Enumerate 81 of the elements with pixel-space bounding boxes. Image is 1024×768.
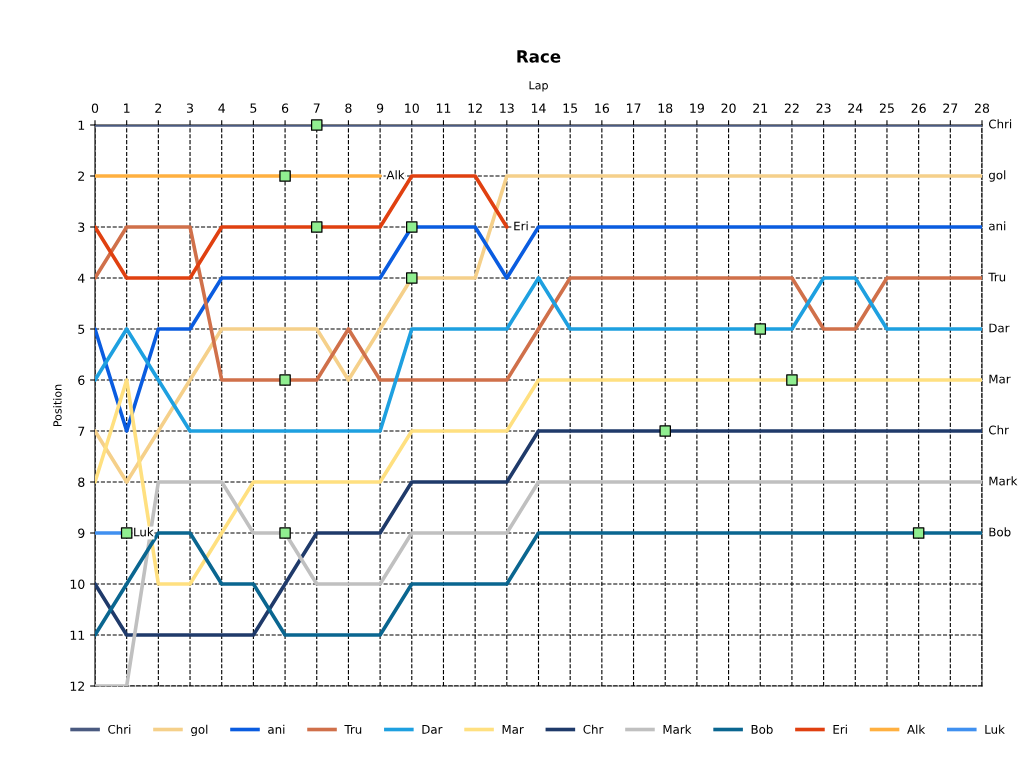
text: Dar — [989, 323, 1010, 333]
text: Luk — [134, 527, 154, 537]
x-tick-label: 12 — [468, 103, 482, 113]
x-tick-label: 24 — [848, 103, 863, 113]
y-tick-label: 8 — [78, 477, 85, 487]
point — [406, 272, 418, 284]
text: Eri — [514, 221, 528, 231]
legend-label: Dar — [422, 725, 443, 734]
legend-label: ani — [268, 724, 285, 734]
legend-label: Mark — [663, 724, 692, 734]
x-tick-label: 16 — [595, 103, 610, 113]
x-tick-label: 28 — [974, 103, 990, 113]
y-tick-label: 11 — [70, 630, 85, 640]
x-tick-label: 0 — [91, 103, 99, 113]
x-axis-title: Lap — [529, 81, 548, 92]
x-tick-label: 25 — [879, 103, 894, 113]
y-tick-label: 2 — [78, 171, 85, 181]
x-tick-label: 23 — [816, 103, 831, 113]
y-tick-label: 1 — [78, 120, 85, 130]
x-tick-label: 22 — [784, 103, 799, 113]
point — [310, 221, 323, 233]
x-tick-label: 8 — [345, 103, 352, 113]
x-tick-label: 15 — [563, 103, 578, 113]
y-tick-label: 12 — [70, 681, 85, 691]
legend-label: Luk — [985, 724, 1005, 734]
x-tick-label: 4 — [218, 103, 225, 113]
legend-label: Mar — [502, 725, 524, 734]
x-tick-label: 3 — [187, 103, 194, 113]
legend-label: Bob — [751, 724, 773, 734]
y-tick-label: 3 — [78, 222, 85, 232]
point — [310, 119, 323, 131]
x-tick-label: 7 — [313, 103, 320, 113]
legend-label: Tru — [344, 725, 362, 734]
x-tick-label: 21 — [753, 103, 768, 113]
text: Mark — [989, 476, 1018, 486]
y-tick-label: 5 — [78, 324, 85, 334]
x-tick-label: 10 — [405, 103, 419, 113]
point — [786, 374, 798, 386]
point — [120, 527, 133, 539]
x-tick-label: 9 — [376, 103, 384, 113]
x-tick-label: 5 — [250, 103, 257, 113]
text: Bob — [989, 527, 1011, 537]
text: ani — [989, 221, 1006, 231]
legend-label: Alk — [907, 724, 926, 734]
x-tick-label: 14 — [531, 103, 546, 113]
text: gol — [988, 170, 1006, 182]
y-tick-label: 6 — [78, 375, 85, 385]
y-tick-label: 9 — [78, 528, 85, 538]
y-tick-label: 4 — [77, 273, 85, 283]
point — [754, 323, 767, 335]
text: Chr — [989, 425, 1009, 435]
chart-title: Race — [517, 50, 561, 63]
x-tick-label: 17 — [626, 103, 641, 113]
x-tick-label: 20 — [721, 103, 736, 113]
x-tick-label: 18 — [658, 103, 673, 113]
legend-label: Eri — [833, 724, 847, 734]
x-tick-label: 26 — [911, 103, 926, 113]
point — [912, 527, 925, 539]
y-tick-label: 10 — [70, 579, 85, 589]
x-tick-label: 6 — [281, 103, 289, 113]
text: Alk — [386, 170, 405, 180]
legend-label: Chr — [583, 724, 604, 734]
point — [279, 527, 291, 539]
legend-label: gol — [191, 724, 208, 737]
text: Mar — [989, 374, 1011, 384]
x-tick-label: 11 — [436, 103, 451, 113]
point — [279, 374, 291, 386]
x-tick-label: 1 — [124, 103, 130, 113]
y-tick-label: 7 — [78, 426, 85, 436]
y-axis-title: Position — [53, 384, 62, 427]
legend-label: Chri — [108, 724, 131, 734]
line-series — [95, 276, 982, 433]
point — [659, 425, 671, 437]
x-tick-label: 13 — [500, 103, 514, 113]
x-tick-label: 19 — [690, 103, 704, 113]
point — [279, 170, 291, 182]
text: Chri — [989, 119, 1012, 129]
text: Tru — [988, 272, 1006, 282]
x-tick-label: 2 — [155, 103, 162, 113]
x-tick-label: 27 — [943, 103, 958, 113]
point — [406, 221, 418, 233]
